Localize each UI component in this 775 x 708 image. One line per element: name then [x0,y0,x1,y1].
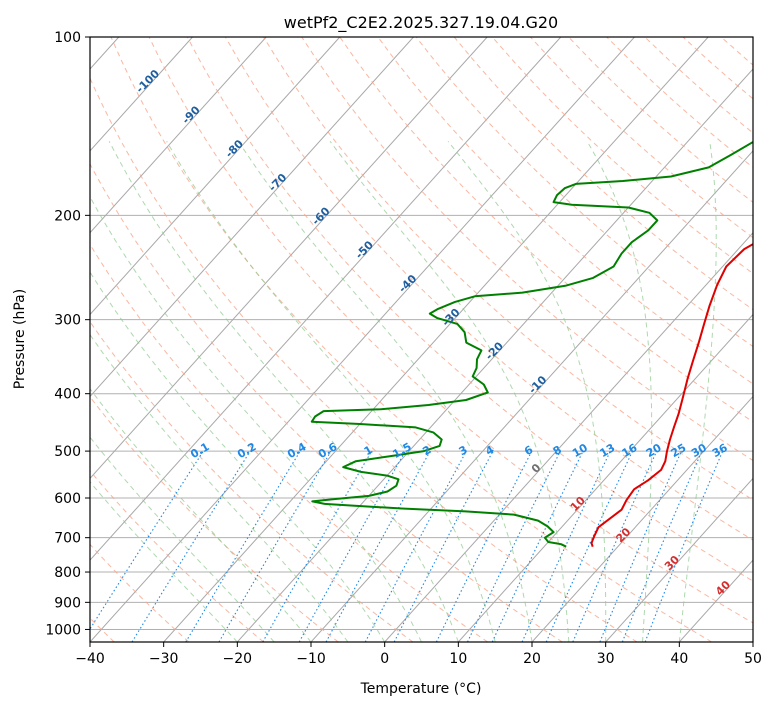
isotherm-line [236,68,753,642]
mixing-ratio-line [572,450,658,642]
mixing-ratio-line [545,450,633,642]
mixing-ratio-line [90,450,204,630]
mixing-ratio-line [621,450,703,642]
x-tick-label: −30 [149,651,179,667]
x-tick-label: 20 [523,651,541,667]
isotherm-line [384,232,753,642]
mixing-ratio-line [131,450,251,642]
moist-adiabat-line [90,271,386,642]
mixing-ratio-line [325,450,431,642]
mixing-ratio-line [599,450,682,642]
y-tick-label: 800 [54,565,81,581]
y-tick-label: 400 [54,387,81,403]
mixing-ratio-line [435,450,533,642]
x-tick-label: 0 [380,651,389,667]
moist-adiabat-line [237,141,533,642]
moist-adiabat-line [90,195,422,642]
isotherm-line [531,395,753,642]
x-tick-label: −10 [296,651,326,667]
x-tick-label: 40 [670,651,688,667]
moist-adiabat-line [586,141,653,642]
y-tick-label: 500 [54,444,81,460]
moist-adiabat-line [166,141,496,642]
dry-adiabat-line [90,76,638,642]
isotherm-line [90,37,414,398]
isotherm-line [90,37,488,480]
plot-frame [89,36,754,643]
y-tick-label: 100 [54,30,81,46]
y-axis-label: Pressure (hPa) [12,289,28,389]
isotherm-line [605,477,753,642]
x-tick-label: −20 [223,651,253,667]
y-tick-label: 900 [54,595,81,611]
isotherm-line [90,37,193,152]
chart-title: wetPf2_C2E2.2025.327.19.04.G20 [284,13,558,33]
y-tick-label: 700 [54,531,81,547]
x-tick-label: 30 [597,651,615,667]
x-tick-label: −40 [75,651,105,667]
moist-adiabat-line [447,140,607,642]
y-tick-label: 1000 [45,622,81,638]
isotherm-line [90,37,341,316]
dry-adiabat-line [90,243,488,642]
dry-adiabat-line [377,37,753,385]
y-tick-label: 600 [54,491,81,507]
dry-adiabat-line [148,37,753,624]
dry-adiabat-line [301,37,753,462]
moist-adiabat-line [329,141,570,642]
moist-adiabat-line [90,481,238,642]
mixing-ratio-line [364,450,467,642]
dry-adiabat-line [186,37,753,582]
x-axis-label: Temperature (°C) [360,681,482,697]
dry-adiabat-line [90,470,264,642]
moist-adiabat-line [90,333,349,642]
dry-adiabat-line [415,37,753,348]
mixing-ratio-line [644,450,724,642]
dewpoint-line [310,140,753,548]
isotherm-line [90,37,562,561]
isotherm-line [163,37,709,642]
dry-adiabat-line [90,162,563,642]
isotherm-line [90,37,267,234]
mixing-ratio-line [298,450,406,642]
dry-adiabat-line [224,37,753,541]
y-tick-label: 200 [54,208,81,224]
moist-adiabat-line [678,141,717,642]
x-tick-label: 50 [744,651,762,667]
y-tick-label: 300 [54,313,81,329]
dry-adiabat-line [263,37,753,501]
temperature-line [590,242,753,548]
x-tick-label: 10 [449,651,467,667]
